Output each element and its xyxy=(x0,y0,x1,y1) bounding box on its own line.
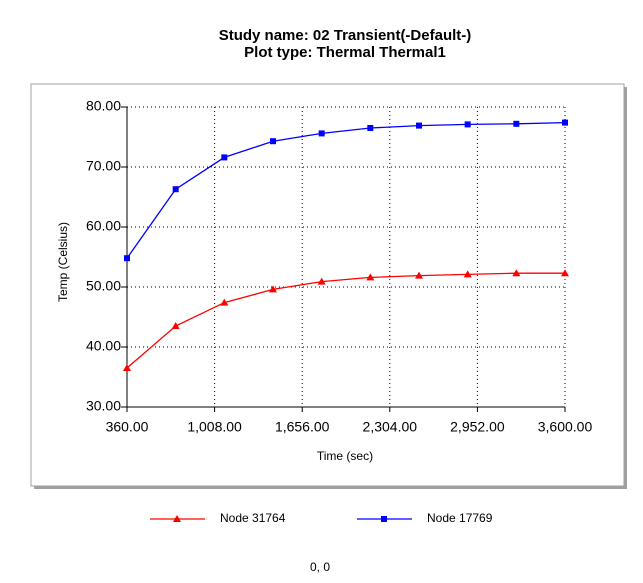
data-point xyxy=(172,186,179,193)
data-point xyxy=(270,138,276,145)
data-point xyxy=(171,322,180,329)
chart-subtitle: Plot type: Thermal Thermal1 xyxy=(244,44,446,61)
data-point xyxy=(317,277,326,285)
chart-title: Study name: 02 Transient(-Default-) xyxy=(219,27,472,44)
data-point xyxy=(124,255,130,262)
x-tick-label: 1,656.00 xyxy=(275,419,330,435)
data-point xyxy=(463,270,472,278)
chart-frame xyxy=(30,83,625,487)
data-point xyxy=(415,271,423,279)
y-tick-label: 50.00 xyxy=(86,278,121,294)
data-point xyxy=(123,364,131,371)
status-text: 0, 0 xyxy=(310,560,330,574)
data-point xyxy=(220,298,229,306)
x-tick-label: 2,952.00 xyxy=(450,419,505,435)
data-point xyxy=(512,269,521,277)
data-point xyxy=(269,285,277,293)
data-point xyxy=(561,269,569,277)
y-tick-label: 80.00 xyxy=(86,98,121,114)
data-point xyxy=(562,119,568,126)
data-point xyxy=(464,121,471,128)
x-tick-label: 1,008.00 xyxy=(187,419,242,435)
legend-label: Node 31764 xyxy=(220,511,286,525)
data-point xyxy=(366,273,375,281)
data-point xyxy=(513,120,520,127)
legend-marker xyxy=(381,516,387,522)
series-line xyxy=(126,272,565,369)
y-tick-label: 60.00 xyxy=(86,218,121,234)
x-tick-label: 2,304.00 xyxy=(363,419,418,435)
y-tick-label: 30.00 xyxy=(86,398,121,414)
y-tick-label: 70.00 xyxy=(86,158,121,174)
data-point xyxy=(318,130,325,137)
y-axis-label: Temp (Celsius) xyxy=(56,222,70,302)
data-point xyxy=(416,122,422,129)
x-tick-label: 3,600.00 xyxy=(538,419,593,435)
data-point xyxy=(367,125,374,131)
y-tick-label: 40.00 xyxy=(86,338,121,354)
data-point xyxy=(221,154,228,161)
legend-marker xyxy=(173,515,181,522)
legend-label: Node 17769 xyxy=(427,511,493,525)
series-line xyxy=(126,121,566,259)
x-axis-label: Time (sec) xyxy=(317,449,373,463)
x-tick-label: 360.00 xyxy=(106,419,149,435)
